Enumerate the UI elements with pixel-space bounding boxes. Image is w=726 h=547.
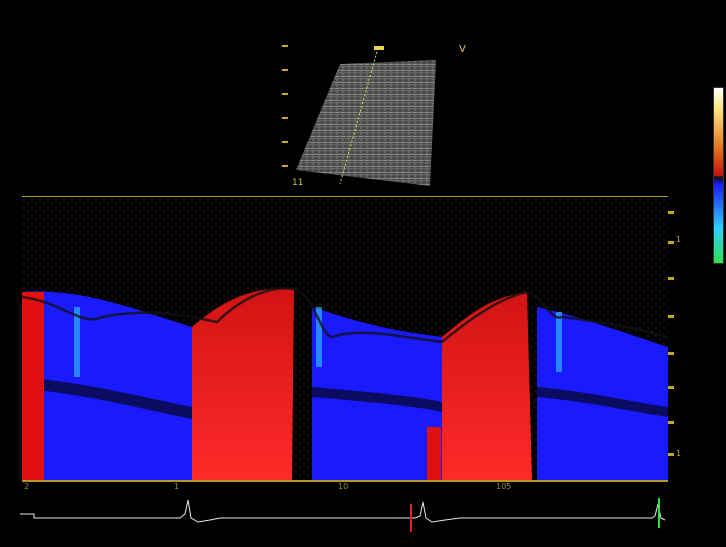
scale-tick — [668, 352, 674, 355]
time-label: 1 — [174, 482, 180, 491]
scale-label: 1 — [676, 235, 682, 244]
depth-label: 11 — [292, 178, 304, 188]
scale-tick — [668, 386, 674, 389]
color-mmode-strip[interactable] — [22, 197, 668, 480]
scale-tick — [668, 241, 674, 244]
time-label: 10 — [338, 482, 349, 491]
mmode-bottom-border — [22, 480, 668, 482]
time-label: 105 — [496, 482, 512, 491]
scale-tick — [668, 315, 674, 318]
time-axis: 2 1 10 105 — [22, 482, 668, 496]
scale-label: 1 — [676, 449, 682, 458]
scale-tick — [668, 277, 674, 280]
color-scale-bar — [713, 87, 724, 264]
scale-tick — [668, 211, 674, 214]
sector-image — [282, 42, 472, 192]
scale-tick — [668, 453, 674, 456]
time-label: 2 — [24, 482, 30, 491]
ecg-trace — [20, 496, 670, 536]
scale-tick — [668, 421, 674, 424]
orientation-marker: V — [459, 44, 466, 55]
depth-scale: 1 1 — [668, 197, 682, 482]
